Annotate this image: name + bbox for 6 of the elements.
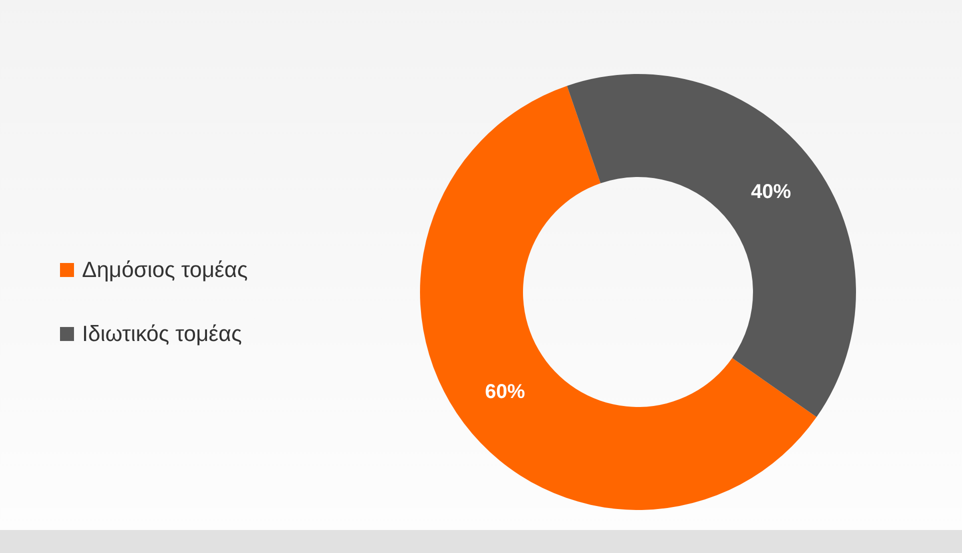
donut-slice <box>567 74 856 418</box>
data-label: 60% <box>485 381 526 404</box>
legend-label: Δημόσιος τομέας <box>82 257 248 283</box>
legend-label: Ιδιωτικός τομέας <box>82 321 242 347</box>
data-label: 40% <box>750 180 792 203</box>
donut-slice <box>420 86 817 510</box>
